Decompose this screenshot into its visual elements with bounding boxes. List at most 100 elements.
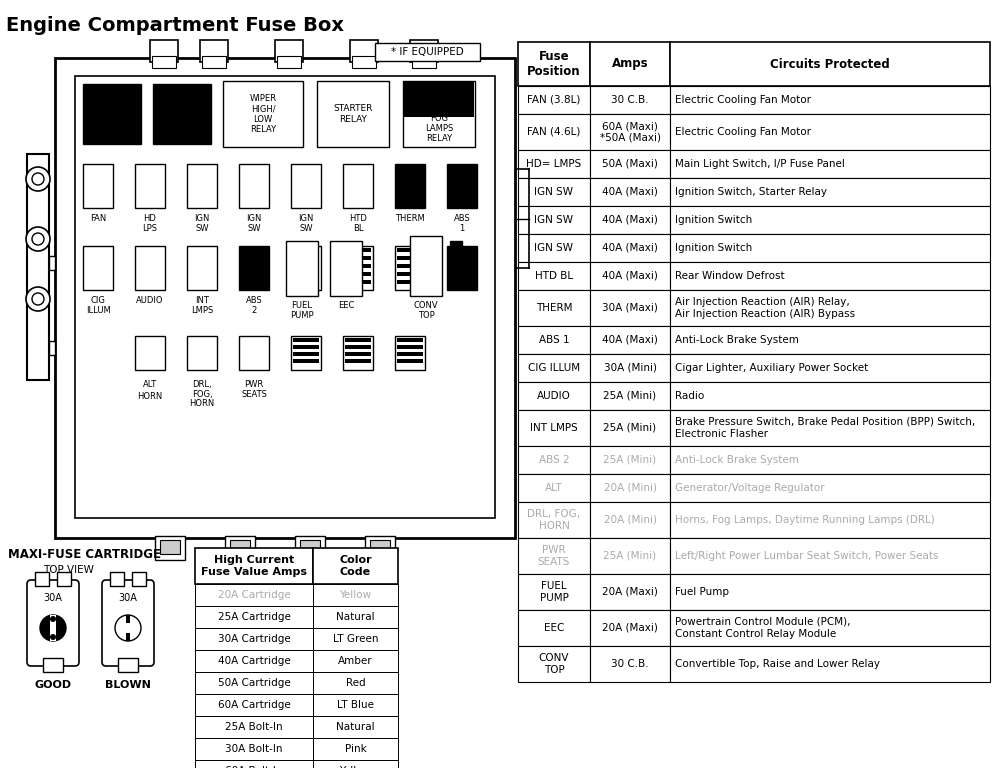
Bar bbox=[670, 538, 990, 574]
Circle shape bbox=[50, 616, 56, 622]
Text: Convertible Top, Raise and Lower Relay: Convertible Top, Raise and Lower Relay bbox=[675, 659, 880, 669]
Text: ABS 1: ABS 1 bbox=[539, 335, 570, 345]
Text: HORN: HORN bbox=[137, 392, 162, 401]
Bar bbox=[670, 86, 990, 114]
Bar bbox=[187, 246, 217, 290]
Bar bbox=[590, 354, 670, 382]
Text: 30A (Maxi): 30A (Maxi) bbox=[602, 303, 658, 313]
Text: THERM: THERM bbox=[536, 303, 573, 313]
Bar bbox=[518, 574, 590, 610]
Text: Circuits Protected: Circuits Protected bbox=[770, 58, 889, 71]
Bar bbox=[187, 164, 217, 208]
Text: ALT: ALT bbox=[142, 380, 157, 389]
Bar bbox=[518, 410, 590, 446]
Bar bbox=[313, 548, 398, 584]
Bar bbox=[343, 246, 373, 290]
Text: Amps: Amps bbox=[612, 58, 648, 71]
Bar bbox=[590, 114, 670, 150]
Text: AUDIO: AUDIO bbox=[537, 391, 571, 401]
Bar bbox=[313, 672, 398, 694]
Bar bbox=[670, 262, 990, 290]
Text: IGN SW: IGN SW bbox=[535, 243, 574, 253]
Bar bbox=[313, 628, 398, 650]
Bar bbox=[397, 248, 423, 252]
Bar bbox=[670, 410, 990, 446]
Bar bbox=[397, 256, 423, 260]
Bar bbox=[55, 58, 515, 538]
Bar bbox=[397, 359, 423, 363]
Text: 20A (Maxi): 20A (Maxi) bbox=[602, 623, 658, 633]
Bar bbox=[83, 246, 113, 290]
Bar bbox=[518, 538, 590, 574]
Bar bbox=[590, 538, 670, 574]
Bar bbox=[295, 536, 325, 560]
Text: FOG
LAMPS
RELAY: FOG LAMPS RELAY bbox=[425, 114, 453, 144]
Text: Left/Right Power Lumbar Seat Switch, Power Seats: Left/Right Power Lumbar Seat Switch, Pow… bbox=[675, 551, 938, 561]
Bar bbox=[300, 540, 320, 554]
Text: 50A (Maxi): 50A (Maxi) bbox=[602, 159, 658, 169]
Circle shape bbox=[26, 167, 50, 191]
Circle shape bbox=[32, 293, 44, 305]
Text: Color
Code: Color Code bbox=[340, 555, 372, 577]
Text: Brake Pressure Switch, Brake Pedal Position (BPP) Switch,
Electronic Flasher: Brake Pressure Switch, Brake Pedal Posit… bbox=[675, 417, 975, 439]
Text: 25A (Mini): 25A (Mini) bbox=[604, 391, 656, 401]
Bar bbox=[225, 536, 255, 560]
Bar bbox=[291, 246, 321, 290]
Text: 40A (Maxi): 40A (Maxi) bbox=[602, 187, 658, 197]
Text: IGN SW: IGN SW bbox=[535, 215, 574, 225]
Text: DRL, FOG,
HORN: DRL, FOG, HORN bbox=[528, 509, 581, 531]
Text: Yellow: Yellow bbox=[340, 590, 372, 600]
Text: Pink: Pink bbox=[345, 744, 367, 754]
Bar bbox=[35, 572, 49, 586]
Bar bbox=[195, 738, 313, 760]
Bar bbox=[590, 150, 670, 178]
Bar bbox=[518, 474, 590, 502]
Bar bbox=[670, 206, 990, 234]
Bar bbox=[590, 290, 670, 326]
Text: BLOWN: BLOWN bbox=[105, 680, 151, 690]
Bar bbox=[518, 290, 590, 326]
Text: Natural: Natural bbox=[337, 612, 374, 622]
Bar bbox=[195, 716, 313, 738]
Bar bbox=[397, 280, 423, 284]
Text: 30A: 30A bbox=[44, 593, 63, 603]
Bar bbox=[239, 246, 269, 290]
Bar bbox=[126, 615, 130, 623]
Bar bbox=[352, 56, 376, 68]
Bar bbox=[590, 410, 670, 446]
Bar bbox=[313, 716, 398, 738]
Bar bbox=[670, 42, 990, 86]
Bar bbox=[518, 446, 590, 474]
Text: FUEL
PUMP: FUEL PUMP bbox=[540, 581, 569, 603]
Circle shape bbox=[26, 227, 50, 251]
Bar bbox=[590, 42, 670, 86]
Bar bbox=[590, 86, 670, 114]
Bar bbox=[590, 574, 670, 610]
Bar bbox=[670, 354, 990, 382]
Bar bbox=[395, 164, 425, 208]
Text: HTD BL: HTD BL bbox=[535, 271, 573, 281]
Bar bbox=[590, 502, 670, 538]
Bar bbox=[404, 82, 474, 117]
Bar bbox=[345, 359, 371, 363]
Bar bbox=[518, 382, 590, 410]
Text: 20A (Mini): 20A (Mini) bbox=[604, 483, 656, 493]
Text: 50A Cartridge: 50A Cartridge bbox=[217, 678, 291, 688]
Bar bbox=[152, 56, 176, 68]
Text: Anti-Lock Brake System: Anti-Lock Brake System bbox=[675, 335, 799, 345]
Bar bbox=[49, 256, 55, 270]
Text: ABS 2: ABS 2 bbox=[539, 455, 570, 465]
Bar bbox=[49, 341, 55, 355]
Text: Electric Cooling Fan Motor: Electric Cooling Fan Motor bbox=[675, 127, 811, 137]
Bar bbox=[518, 150, 590, 178]
Text: Air Injection Reaction (AIR) Relay,
Air Injection Reaction (AIR) Bypass: Air Injection Reaction (AIR) Relay, Air … bbox=[675, 296, 856, 319]
Text: CIG
ILLUM: CIG ILLUM bbox=[86, 296, 111, 315]
Bar bbox=[291, 164, 321, 208]
Bar bbox=[239, 164, 269, 208]
Bar bbox=[195, 694, 313, 716]
Bar bbox=[590, 610, 670, 646]
Bar bbox=[670, 326, 990, 354]
Bar bbox=[293, 248, 319, 252]
Text: MAXI-FUSE CARTRIDGE: MAXI-FUSE CARTRIDGE bbox=[8, 548, 161, 561]
Text: Engine Compartment Fuse Box: Engine Compartment Fuse Box bbox=[6, 16, 344, 35]
